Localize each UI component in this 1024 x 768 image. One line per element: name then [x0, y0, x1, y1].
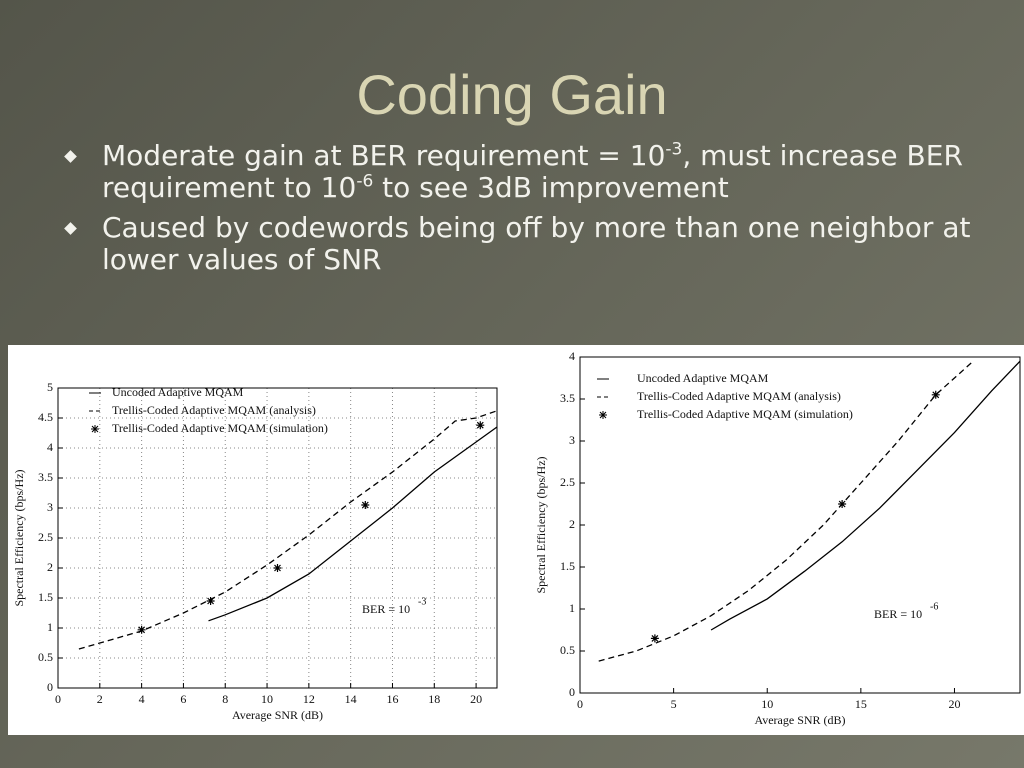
- legend-label: Trellis-Coded Adaptive MQAM (analysis): [112, 403, 316, 417]
- text: , must increase BER requirement to 10: [102, 139, 963, 204]
- y-tick-label: 4: [47, 440, 53, 454]
- legend-symbol: [599, 411, 607, 419]
- legend-label: Trellis-Coded Adaptive MQAM (simulation): [637, 407, 853, 421]
- legend-label: Trellis-Coded Adaptive MQAM (simulation): [112, 421, 328, 435]
- x-axis-label: Average SNR (dB): [754, 713, 845, 727]
- x-tick-label: 2: [97, 692, 103, 706]
- annotation: BER = 10: [874, 607, 922, 621]
- data-point: [838, 500, 847, 508]
- bullet-list: Moderate gain at BER requirement = 10-3,…: [62, 140, 982, 284]
- x-tick-label: 10: [261, 692, 273, 706]
- exponent: -3: [665, 139, 683, 160]
- annotation: BER = 10: [362, 602, 410, 616]
- plot-frame: [57, 387, 498, 689]
- y-tick-label: 0.5: [38, 650, 53, 664]
- x-tick-label: 15: [855, 697, 867, 711]
- x-tick-label: 8: [222, 692, 228, 706]
- y-tick-label: 2: [569, 517, 575, 531]
- bullet: Moderate gain at BER requirement = 10-3,…: [62, 140, 982, 204]
- y-axis-label: Spectral Efficiency (bps/Hz): [12, 469, 26, 606]
- x-tick-label: 10: [761, 697, 773, 711]
- annotation-exponent: -6: [930, 601, 938, 612]
- y-tick-label: 1: [47, 620, 53, 634]
- legend-label: Trellis-Coded Adaptive MQAM (analysis): [637, 389, 841, 403]
- y-tick-label: 4: [569, 349, 575, 363]
- plot-frame: [579, 356, 1021, 694]
- data-point: [206, 597, 215, 605]
- y-tick-label: 2.5: [38, 530, 53, 544]
- y-tick-label: 1: [569, 601, 575, 615]
- data-point: [476, 421, 485, 430]
- data-point: [273, 564, 282, 572]
- text: to see 3dB improvement: [373, 171, 729, 204]
- x-axis-label: Average SNR (dB): [232, 708, 323, 722]
- chart-panel: [8, 345, 1024, 735]
- data-line: [208, 426, 498, 622]
- y-axis-label: Spectral Efficiency (bps/Hz): [534, 456, 548, 593]
- legend-label: Uncoded Adaptive MQAM: [112, 385, 244, 399]
- x-tick-label: 18: [428, 692, 440, 706]
- x-tick-label: 0: [55, 692, 61, 706]
- y-tick-label: 4.5: [38, 410, 53, 424]
- y-tick-label: 2: [47, 560, 53, 574]
- y-tick-label: 3: [569, 433, 575, 447]
- x-tick-label: 20: [948, 697, 960, 711]
- y-tick-label: 3.5: [560, 391, 575, 405]
- text: Caused by codewords being off by more th…: [102, 211, 971, 276]
- y-tick-label: 3.5: [38, 470, 53, 484]
- x-tick-label: 16: [386, 692, 398, 706]
- data-point: [650, 634, 659, 643]
- x-tick-label: 12: [303, 692, 315, 706]
- data-line: [710, 360, 1021, 631]
- y-tick-label: 0.5: [560, 643, 575, 657]
- x-tick-label: 0: [577, 697, 583, 711]
- exponent: -6: [356, 171, 374, 192]
- x-tick-label: 20: [470, 692, 482, 706]
- y-tick-label: 0: [47, 680, 53, 694]
- slide-title: Coding Gain: [356, 63, 668, 126]
- x-tick-label: 5: [671, 697, 677, 711]
- y-tick-label: 3: [47, 500, 53, 514]
- legend-label: Uncoded Adaptive MQAM: [637, 371, 769, 385]
- data-line: [598, 360, 974, 662]
- text: Moderate gain at BER requirement = 10: [102, 139, 666, 172]
- x-tick-label: 4: [139, 692, 145, 706]
- x-tick-label: 6: [180, 692, 186, 706]
- y-tick-label: 2.5: [560, 475, 575, 489]
- annotation-exponent: -3: [418, 596, 426, 607]
- y-tick-label: 1.5: [560, 559, 575, 573]
- y-tick-label: 0: [569, 685, 575, 699]
- y-tick-label: 5: [47, 380, 53, 394]
- data-point: [137, 625, 146, 634]
- bullet: Caused by codewords being off by more th…: [62, 212, 982, 276]
- data-point: [931, 390, 940, 399]
- x-tick-label: 14: [345, 692, 357, 706]
- data-point: [361, 501, 370, 509]
- y-tick-label: 1.5: [38, 590, 53, 604]
- legend-symbol: [91, 425, 99, 433]
